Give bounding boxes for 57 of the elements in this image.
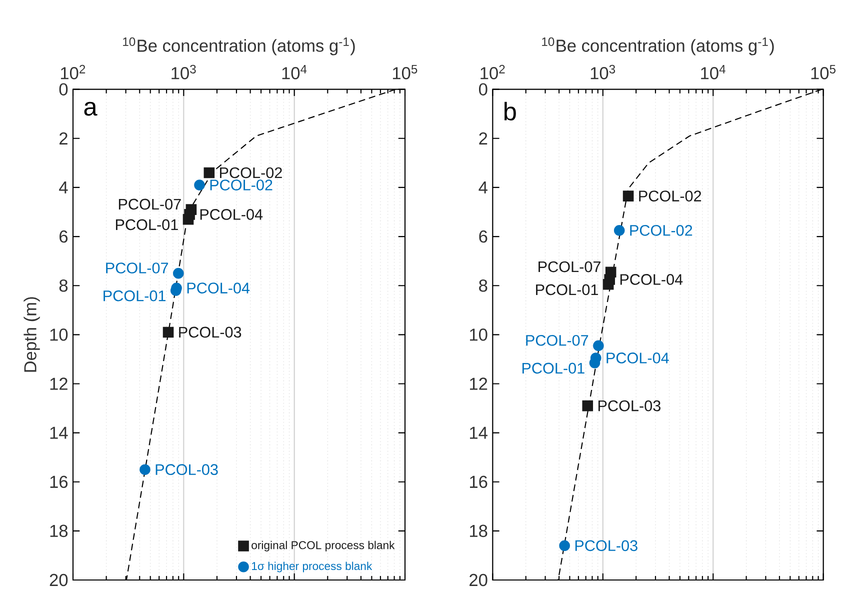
y-tick-label: 6 bbox=[60, 230, 68, 243]
y-tick-label: 20 bbox=[50, 574, 68, 586]
data-label: PCOL-02 bbox=[220, 167, 282, 178]
data-label: PCOL-02 bbox=[639, 190, 702, 202]
y-tick-label: 0 bbox=[59, 83, 68, 96]
x-tick-label: 10$^{2}$ bbox=[60, 64, 86, 80]
y-tick-label: 2 bbox=[479, 132, 488, 144]
data-label: PCOL-01 bbox=[116, 219, 178, 230]
y-tick-label: 8 bbox=[59, 279, 68, 292]
annotation: b bbox=[504, 102, 516, 120]
data-label: PCOL-03 bbox=[179, 326, 242, 338]
y-tick-label: 4 bbox=[478, 182, 488, 194]
y-tick-label: 12 bbox=[50, 378, 68, 390]
y-tick-label: 12 bbox=[470, 378, 488, 390]
data-label: PCOL-01 bbox=[522, 362, 584, 374]
data-label: PCOL-07 bbox=[118, 198, 181, 210]
data-label: PCOL-07 bbox=[526, 334, 588, 346]
data-label: PCOL-03 bbox=[598, 400, 660, 412]
y-tick-label: 18 bbox=[50, 524, 68, 538]
y-tick-label: 6 bbox=[479, 230, 488, 243]
y-tick-label: 10 bbox=[50, 328, 68, 341]
data-label: PCOL-04 bbox=[606, 352, 669, 364]
y-tick-label: 0 bbox=[478, 83, 488, 96]
y-axis-title: Depth (m) bbox=[24, 297, 40, 372]
y-tick-label: 10 bbox=[470, 328, 488, 341]
data-label: PCOL-01 bbox=[104, 290, 166, 302]
y-tick-label: 20 bbox=[470, 574, 488, 586]
x-tick-label: 10$^{5}$ bbox=[811, 64, 836, 80]
data-label: PCOL-07 bbox=[538, 261, 600, 272]
x-tick-label: 10$^{4}$ bbox=[282, 64, 307, 80]
legend-label: 1σ higher process blank bbox=[252, 562, 372, 572]
x-tick-label: 10$^{3}$ bbox=[590, 64, 616, 80]
annotation: a bbox=[84, 102, 98, 116]
y-tick-label: 16 bbox=[50, 476, 68, 488]
data-label: PCOL-04 bbox=[187, 282, 250, 294]
x-tick-label: 10$^{5}$ bbox=[392, 64, 418, 80]
y-tick-label: 8 bbox=[479, 279, 488, 292]
data-label: PCOL-02 bbox=[210, 180, 272, 190]
data-label: PCOL-03 bbox=[575, 540, 638, 552]
data-label: PCOL-03 bbox=[156, 464, 218, 476]
x-tick-label: 10$^{3}$ bbox=[172, 64, 196, 80]
y-tick-label: 14 bbox=[470, 426, 488, 439]
data-label: PCOL-07 bbox=[106, 262, 168, 274]
legend-label: original PCOL process blank bbox=[252, 540, 395, 552]
x-axis-title: $^{10}$Be concentration (atoms g$^{-1}$) bbox=[542, 37, 774, 56]
y-tick-label: 14 bbox=[50, 426, 68, 439]
y-tick-label: 18 bbox=[470, 524, 488, 538]
y-tick-label: 2 bbox=[60, 132, 68, 144]
data-label: PCOL-02 bbox=[630, 224, 692, 236]
data-label: PCOL-04 bbox=[620, 274, 683, 285]
y-tick-label: 4 bbox=[59, 182, 68, 194]
x-axis-title: $^{10}$Be concentration (atoms g$^{-1}$) bbox=[123, 37, 355, 56]
x-tick-label: 10$^{2}$ bbox=[480, 64, 505, 80]
data-label: PCOL-01 bbox=[536, 284, 598, 296]
data-label: PCOL-04 bbox=[200, 209, 263, 220]
x-tick-label: 10$^{4}$ bbox=[701, 64, 726, 80]
y-tick-label: 16 bbox=[470, 476, 488, 488]
